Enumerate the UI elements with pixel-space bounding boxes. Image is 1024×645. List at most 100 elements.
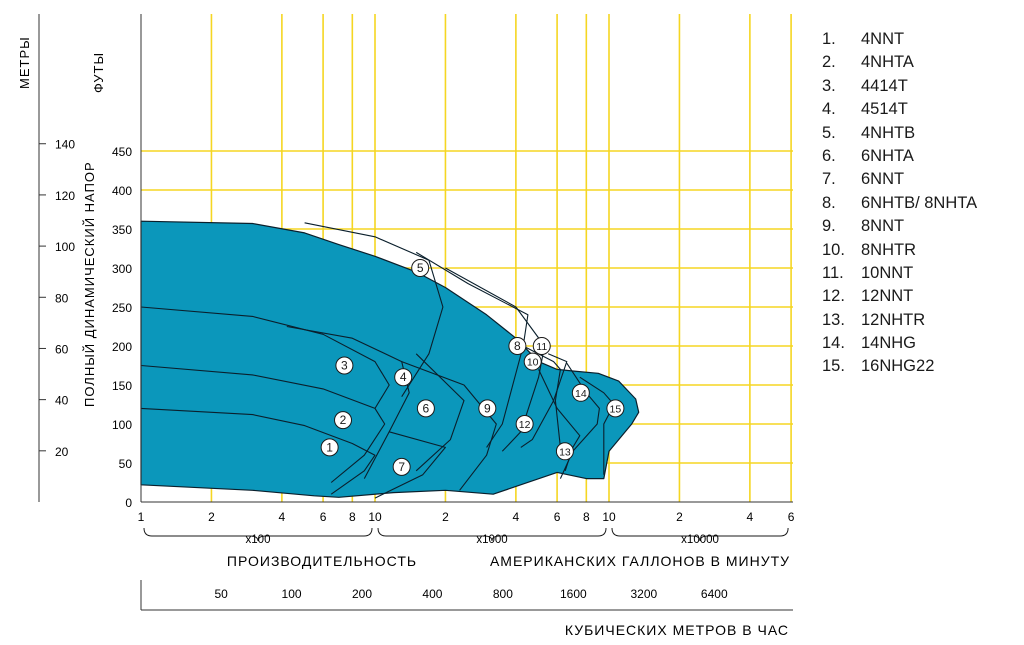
legend-item: 5. 4NHTB <box>822 122 977 145</box>
series-marker-circle <box>411 259 430 277</box>
series-marker-7: 7 <box>392 457 411 476</box>
series-marker-label: 4 <box>400 370 407 384</box>
series-marker-circle <box>320 438 339 457</box>
legend-item-number: 1. <box>822 30 836 48</box>
x-tick-label: 4 <box>513 510 520 524</box>
feet-tick-label: 200 <box>112 340 132 354</box>
pump-curve-regions <box>140 220 640 499</box>
legend-item: 4. 4514T <box>822 98 977 121</box>
x-tick-label: 10 <box>602 510 616 524</box>
x-tick-label: 10 <box>368 510 382 524</box>
pump-curve-boundary <box>374 431 446 499</box>
decade-multiplier-label: x100 <box>246 534 271 546</box>
legend-item: 13. 12NHTR <box>822 309 977 332</box>
series-marker-label: 7 <box>398 460 405 474</box>
m3h-tick-label: 3200 <box>630 587 657 601</box>
m3h-tick-label: 50 <box>214 587 228 601</box>
x-tick-label: 2 <box>676 510 683 524</box>
legend-item-number: 6. <box>822 146 836 165</box>
feet-tick-label: 100 <box>112 418 132 432</box>
legend-item-model: 16NHG22 <box>861 357 935 376</box>
legend-item-model: 12NHTR <box>861 310 926 329</box>
legend-item: 15. 16NHG22 <box>822 355 977 378</box>
legend-item: 3. 4414T <box>822 75 977 98</box>
legend-item: 1. 4NNT <box>822 28 977 51</box>
series-marker-label: 9 <box>484 401 491 415</box>
series-marker-circle <box>606 399 625 418</box>
feet-axis-title: ФУТЫ <box>91 52 106 93</box>
series-marker-label: 6 <box>423 401 430 415</box>
series-marker-label: 1 <box>326 440 333 454</box>
legend-item-model: 4NHTA <box>861 53 914 72</box>
series-marker-label: 15 <box>610 403 622 415</box>
x-tick-label: 8 <box>349 510 356 524</box>
series-marker-6: 6 <box>416 399 435 418</box>
legend-item-number: 11. <box>822 263 844 282</box>
series-marker-4: 4 <box>394 368 413 387</box>
y-axis-title: ПОЛНЫЙ ДИНАМИЧЕСКИЙ НАПОР <box>82 161 97 407</box>
legend-item: 7. 6NNT <box>822 168 977 191</box>
series-marker-14: 14 <box>571 383 590 402</box>
series-marker-label: 14 <box>575 388 587 400</box>
series-marker-label: 2 <box>340 413 347 427</box>
legend-item-number: 13. <box>822 310 845 329</box>
x-axis-title-capacity: ПРОИЗВОДИТЕЛЬНОСТЬ <box>227 553 417 569</box>
legend-item-number: 14. <box>822 334 845 353</box>
legend-item-model: 8NHTR <box>861 240 917 259</box>
legend-item: 2. 4NHTA <box>822 51 977 74</box>
legend-item-number: 2. <box>822 53 836 72</box>
legend-item-model: 8NNT <box>861 217 905 236</box>
series-marker-13: 13 <box>555 442 574 461</box>
decade-multiplier-label: x1000 <box>476 534 507 546</box>
x-tick-label: 4 <box>279 510 286 524</box>
decade-brace <box>611 527 789 542</box>
series-marker-label: 11 <box>536 341 547 353</box>
feet-tick-label: 300 <box>112 262 132 276</box>
metres-tick-label: 20 <box>55 445 69 459</box>
x-axis-title-gpm: АМЕРИКАНСКИХ ГАЛЛОНОВ В МИНУТУ <box>490 553 790 569</box>
feet-tick-label: 50 <box>119 457 133 471</box>
pump-curve-boundary <box>415 251 529 448</box>
x-tick-label: 2 <box>208 510 215 524</box>
metres-tick-label: 40 <box>55 394 69 408</box>
series-marker-label: 12 <box>519 419 531 431</box>
legend-item: 8. 6NHTB/ 8NHTA <box>822 192 977 215</box>
series-marker-circle <box>515 415 534 433</box>
legend-item-number: 12. <box>822 287 845 306</box>
metres-tick-label: 100 <box>55 240 75 254</box>
series-marker-circle <box>392 457 411 476</box>
pump-curve-boundary <box>140 407 376 495</box>
decade-brace <box>377 527 607 542</box>
series-marker-3: 3 <box>335 356 354 375</box>
performance-envelope <box>141 221 639 498</box>
series-marker-circle <box>334 411 353 430</box>
legend-item: 14. 14NHG <box>822 332 977 355</box>
envelope-outline <box>140 220 640 498</box>
legend-item: 11. 10NNT <box>822 262 977 285</box>
series-marker-label: 13 <box>559 446 571 458</box>
feet-tick-label: 0 <box>125 496 132 510</box>
series-marker-9: 9 <box>478 399 497 418</box>
metres-tick-label: 60 <box>55 342 69 356</box>
legend-item: 9. 8NNT <box>822 215 977 238</box>
pump-model-legend: 1. 4NNT 2. 4NHTA 3. 4414T 4. 4514T 5. 4NHTB 6. 6NHT… <box>822 28 977 379</box>
series-marker-circle <box>394 368 413 387</box>
metres-tick-label: 140 <box>55 138 75 152</box>
series-marker-label: 3 <box>341 359 348 373</box>
legend-item-model: 4414T <box>861 76 908 95</box>
feet-tick-label: 350 <box>112 223 132 237</box>
legend-item-model: 4514T <box>861 100 908 119</box>
legend-item-model: 12NNT <box>861 287 914 306</box>
x-tick-label: 6 <box>320 510 327 524</box>
series-marker-label: 8 <box>514 339 521 353</box>
m3h-tick-label: 6400 <box>701 587 728 601</box>
legend-item-model: 6NHTB/ 8NHTA <box>861 193 978 212</box>
legend-item-number: 3. <box>822 76 836 95</box>
legend-item-number: 8. <box>822 193 836 212</box>
series-marker-circle <box>478 399 497 418</box>
series-marker-10: 10 <box>523 352 542 371</box>
legend-item-model: 6NNT <box>861 170 905 189</box>
legend-item: 6. 6NHTA <box>822 145 977 168</box>
series-marker-circle <box>508 337 527 355</box>
